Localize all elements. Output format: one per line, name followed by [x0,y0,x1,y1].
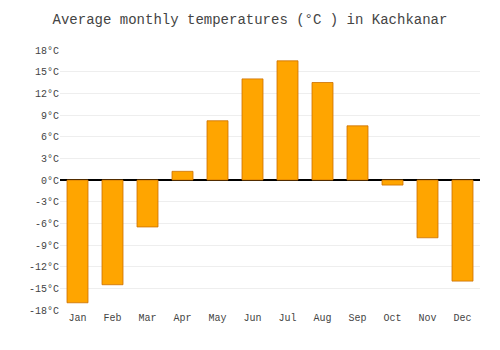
svg-text:-15°C: -15°C [29,284,59,295]
svg-text:Mar: Mar [138,313,156,324]
svg-text:18°C: 18°C [35,46,59,57]
svg-text:Jul: Jul [278,313,296,324]
svg-text:-18°C: -18°C [29,306,59,317]
svg-text:Jun: Jun [243,313,261,324]
svg-text:Sep: Sep [348,313,366,324]
svg-text:Average monthly temperatures (: Average monthly temperatures (°C ) in Ka… [53,12,448,28]
svg-text:Jan: Jan [68,313,86,324]
svg-text:15°C: 15°C [35,67,59,78]
svg-text:Apr: Apr [173,313,191,324]
svg-text:12°C: 12°C [35,89,59,100]
svg-text:Nov: Nov [418,313,436,324]
svg-text:-3°C: -3°C [35,197,59,208]
svg-text:-6°C: -6°C [35,219,59,230]
svg-text:Aug: Aug [313,313,331,324]
svg-text:-9°C: -9°C [35,241,59,252]
svg-text:3°C: 3°C [41,154,59,165]
svg-text:6°C: 6°C [41,132,59,143]
svg-text:May: May [208,313,226,324]
svg-text:Dec: Dec [453,313,471,324]
svg-text:0°C: 0°C [41,176,59,187]
svg-text:Oct: Oct [383,313,401,324]
svg-text:-12°C: -12°C [29,262,59,273]
svg-text:9°C: 9°C [41,111,59,122]
svg-text:Feb: Feb [103,313,121,324]
